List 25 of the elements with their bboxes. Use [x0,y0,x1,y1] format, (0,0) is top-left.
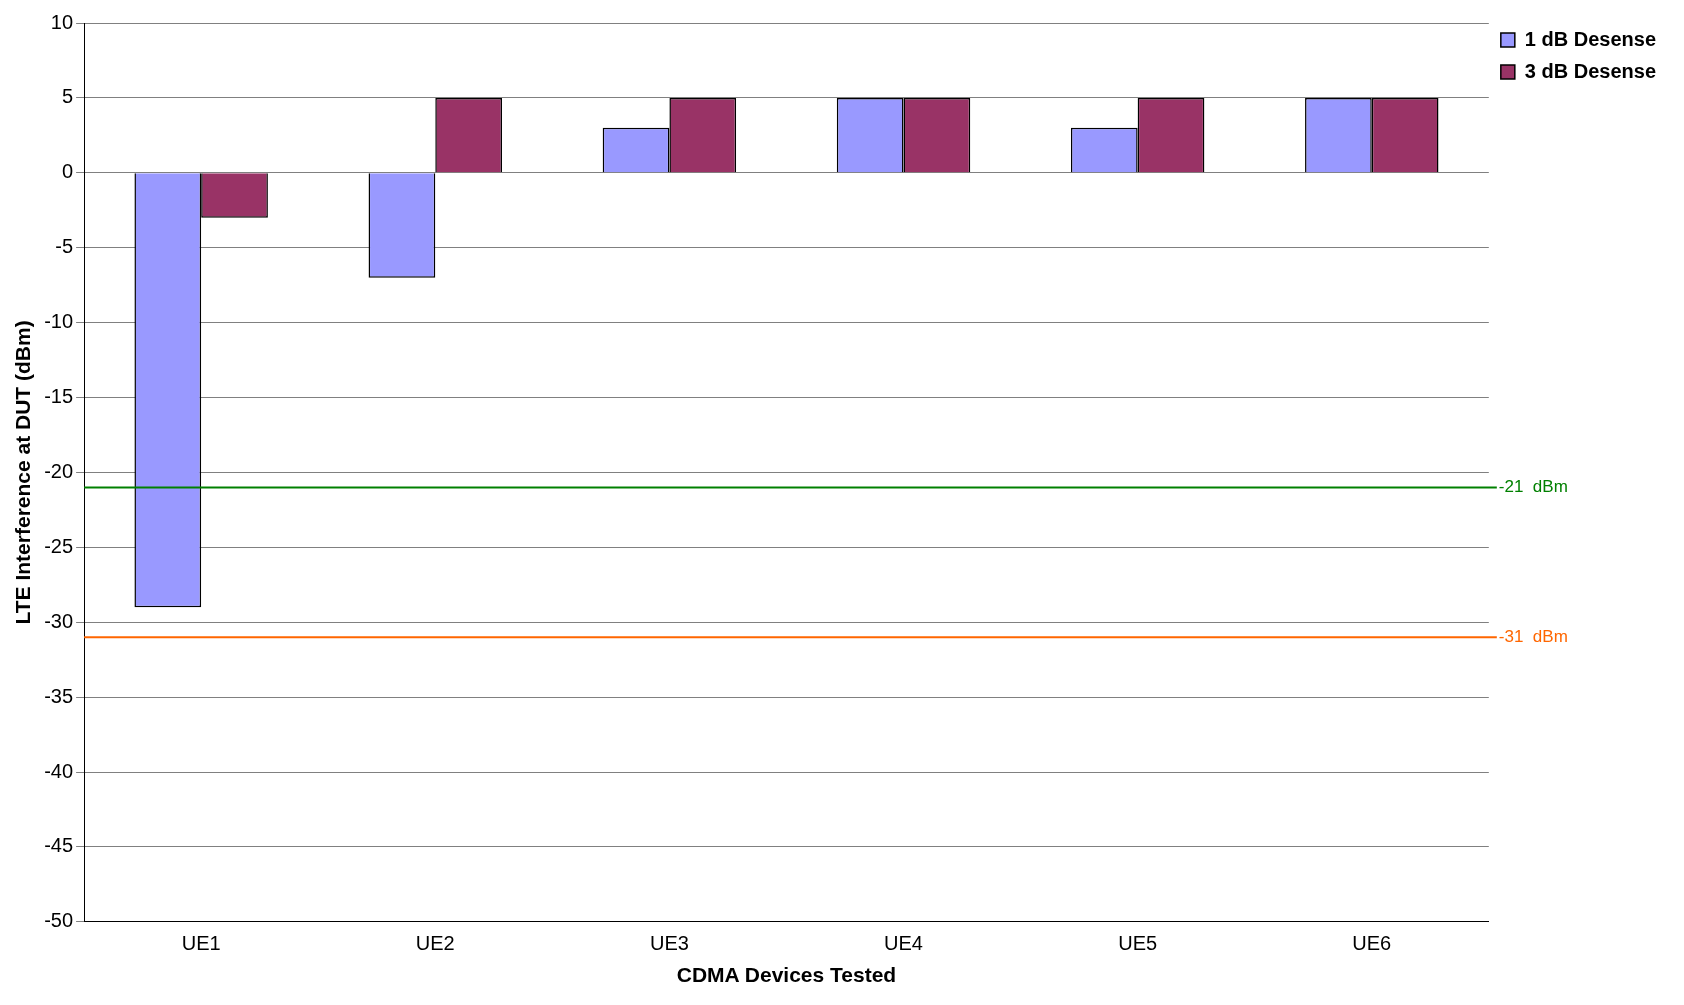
legend-label: 1 dB Desense [1524,27,1656,50]
y-tick-label: -40 [44,759,74,782]
x-tick-label: UE5 [1118,932,1158,955]
y-tick-label: -20 [44,459,74,482]
y-tick-label: -50 [44,909,74,932]
x-tick-label: UE4 [884,932,923,955]
ref-line-label: -21 dBm [1498,477,1568,497]
y-tick-label: -5 [55,235,74,258]
y-tick-label: 5 [61,85,74,108]
y-tick-label: -15 [44,385,74,408]
x-tick-label: UE1 [181,932,221,955]
y-axis-title: LTE Interference at DUT (dBm) [11,320,35,625]
y-tick-label: -30 [44,609,74,632]
y-tick-label: -25 [44,534,74,557]
x-tick-label: UE3 [649,932,689,955]
y-tick-label: -35 [44,684,74,707]
ref-line-label: -31 dBm [1498,626,1568,646]
y-tick-label: 0 [61,160,74,183]
x-tick-label: UE2 [415,932,455,955]
y-tick-label: -45 [44,834,74,857]
x-axis-title: CDMA Devices Tested [676,963,897,987]
x-tick-label: UE6 [1352,932,1392,955]
legend-label: 3 dB Desense [1524,59,1656,82]
y-tick-label: 10 [50,10,74,33]
y-tick-label: -10 [44,310,74,333]
